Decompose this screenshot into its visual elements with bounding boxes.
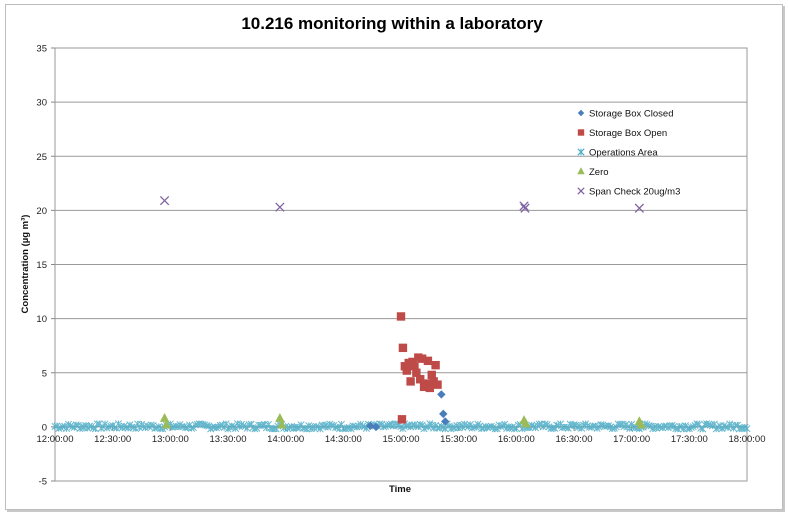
series-storage-box-closed	[366, 390, 450, 432]
data-point	[396, 312, 406, 321]
data-point	[433, 380, 442, 389]
y-axis-label: Concentration (µg m³)	[20, 215, 31, 314]
y-tick-label: 0	[42, 422, 47, 433]
data-point	[406, 377, 415, 386]
y-tick-label: 35	[36, 44, 47, 55]
x-axis-ticks: 12:00:00 12:30:00 13:00:00 13:30:00 14:00:00…	[37, 426, 766, 445]
legend-label: Storage Box Closed	[589, 109, 674, 120]
x-tick-label: 16:00:00	[498, 434, 535, 445]
y-axis-ticks: -5 0 5 10 15 20 25 30 35	[36, 44, 55, 488]
data-point	[431, 360, 440, 370]
series-zero	[159, 413, 646, 429]
data-point	[275, 202, 285, 212]
x-tick-label: 13:30:00	[210, 434, 247, 445]
data-point	[159, 195, 170, 206]
data-point	[275, 413, 285, 422]
x-tick-label: 18:00:00	[729, 434, 766, 445]
x-tick-label: 17:00:00	[613, 434, 650, 445]
series-marks	[159, 195, 646, 432]
x-tick-label: 14:30:00	[325, 434, 362, 445]
legend-label: Storage Box Open	[589, 128, 667, 139]
x-tick-label: 15:30:00	[440, 434, 477, 445]
legend-marker	[577, 129, 585, 136]
y-tick-label: 15	[36, 260, 47, 271]
y-tick-label: 30	[36, 98, 47, 109]
y-tick-label: -5	[39, 477, 47, 488]
x-tick-label: 16:30:00	[556, 434, 593, 445]
data-point	[161, 419, 172, 429]
legend-marker	[577, 148, 585, 156]
data-point	[520, 203, 530, 213]
legend-label: Operations Area	[589, 148, 658, 159]
legend-label: Zero	[589, 167, 609, 178]
legend-label: Span Check 20ug/m3	[589, 187, 680, 198]
data-point	[410, 362, 419, 371]
data-point	[439, 409, 448, 419]
data-point	[371, 422, 381, 432]
data-point	[408, 357, 417, 367]
operations-area-trace	[51, 420, 751, 433]
x-tick-label: 13:00:00	[152, 434, 189, 445]
data-point	[437, 390, 446, 399]
data-point	[423, 356, 433, 366]
data-point	[397, 415, 407, 424]
legend-marker	[577, 109, 585, 117]
x-axis-label: Time	[389, 484, 411, 495]
data-point	[417, 354, 427, 363]
legend: Storage Box Closed Storage Box Open Operat…	[577, 109, 680, 198]
data-point	[427, 370, 436, 380]
series-storage-box-open	[396, 312, 442, 424]
data-point	[425, 383, 435, 393]
y-tick-label: 10	[36, 314, 47, 325]
data-point	[412, 368, 421, 377]
data-point	[421, 379, 431, 388]
data-point	[634, 203, 645, 213]
legend-marker	[577, 167, 585, 175]
data-point	[519, 201, 529, 211]
x-tick-label: 17:30:00	[671, 434, 708, 445]
data-point	[398, 343, 408, 353]
y-tick-label: 5	[42, 368, 47, 379]
data-point	[366, 421, 375, 430]
data-point	[636, 419, 646, 429]
data-point	[416, 375, 425, 384]
series-operations-area	[51, 420, 751, 433]
data-point	[277, 419, 287, 429]
x-tick-label: 12:00:00	[37, 434, 74, 445]
series-span-check-20ug-m3	[159, 195, 645, 213]
chart-title: 10.216 monitoring within a laboratory	[241, 14, 543, 33]
data-point	[159, 413, 170, 422]
legend-marker	[577, 187, 585, 195]
x-tick-label: 14:00:00	[267, 434, 304, 445]
data-point	[521, 418, 531, 428]
y-tick-label: 20	[36, 206, 47, 217]
data-point	[402, 366, 411, 375]
data-point	[441, 417, 450, 426]
x-tick-label: 12:30:00	[94, 434, 131, 445]
y-tick-label: 25	[36, 152, 47, 163]
x-tick-label: 15:00:00	[383, 434, 420, 445]
